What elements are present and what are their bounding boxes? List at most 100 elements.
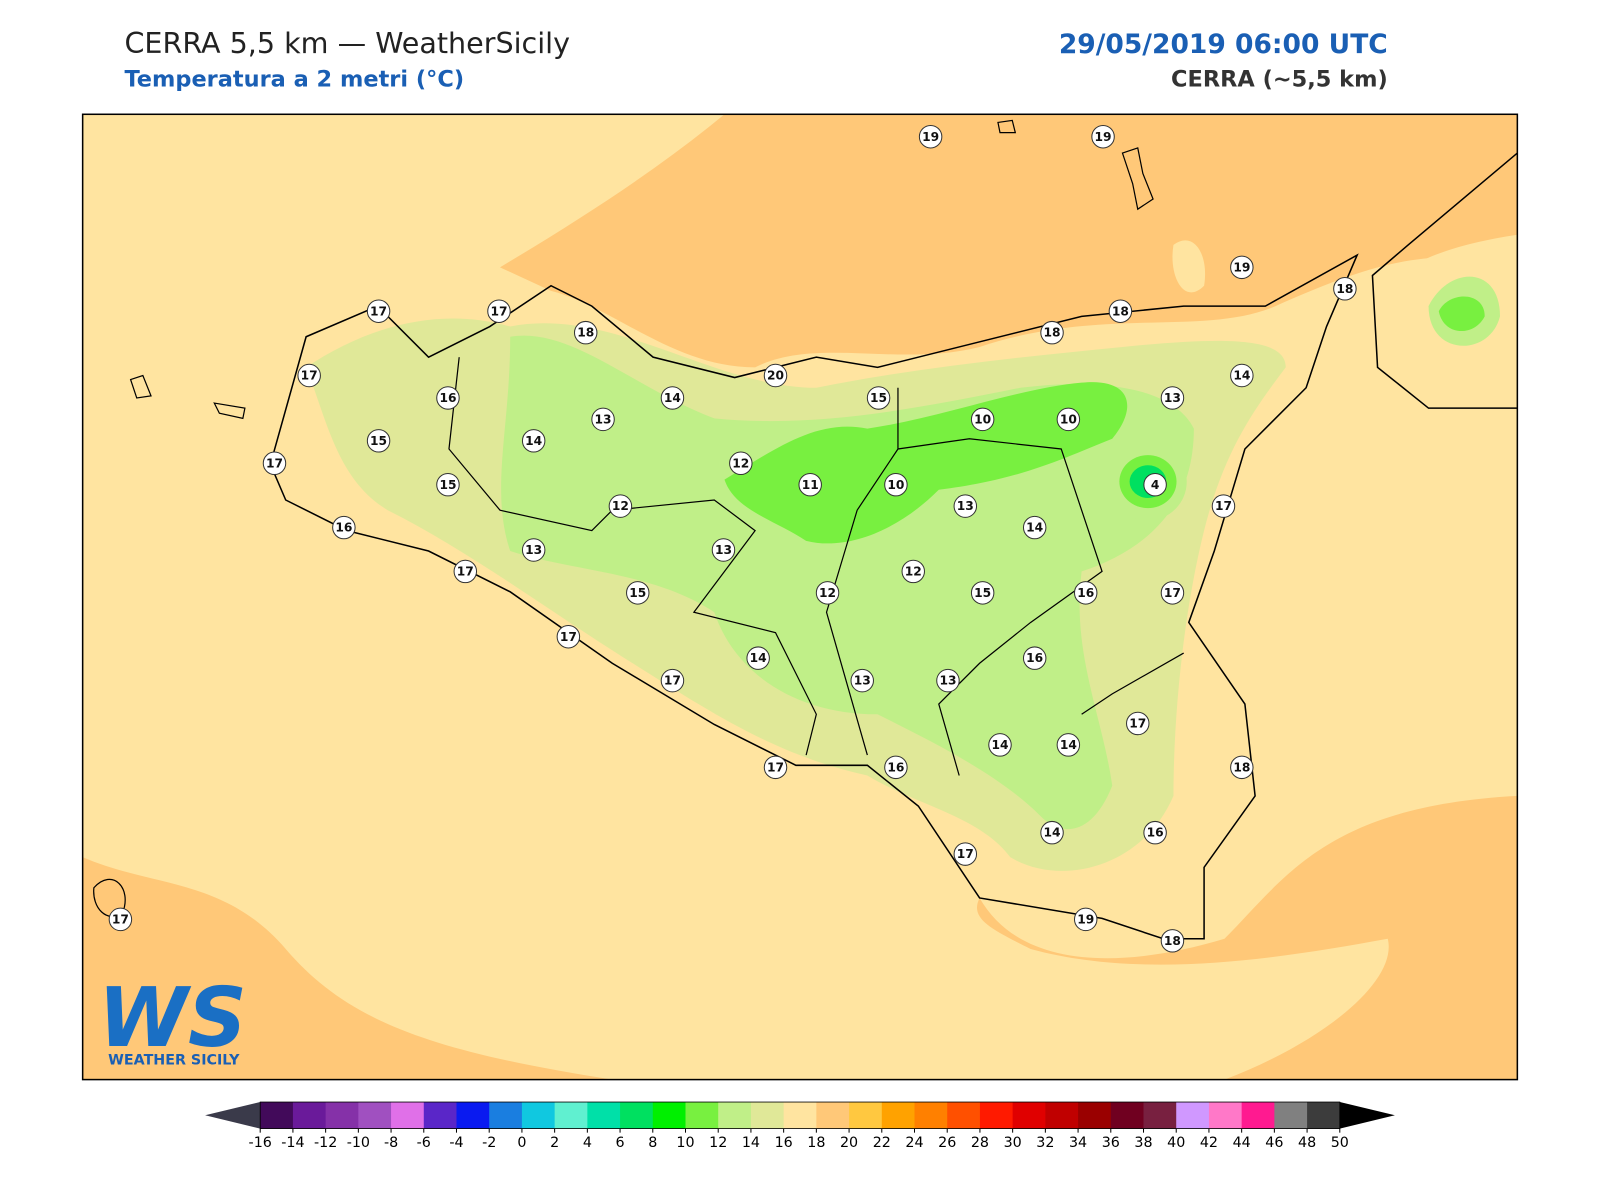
station-value: 17: [370, 304, 387, 318]
station-value: 16: [335, 521, 352, 535]
colorbar-swatch: [1143, 1102, 1177, 1129]
map-area: 19 19 19 18 17 17 18 18 18 17 16 14 20 15 13 14 15 14 13 10…: [82, 114, 1518, 1080]
colorbar-swatch: [1307, 1102, 1341, 1129]
station-marker: [1040, 820, 1064, 845]
station-value: 15: [974, 586, 991, 600]
station-value: 19: [922, 130, 939, 144]
station-value: 10: [1060, 412, 1077, 426]
station-marker: [866, 386, 891, 410]
colorbar-swatch: [783, 1102, 817, 1129]
station-value: 17: [560, 630, 577, 644]
colorbar-swatch: [358, 1102, 392, 1129]
colorbar-tick-label: 6: [616, 1135, 625, 1151]
station-value: 16: [1077, 586, 1094, 600]
station-marker: [521, 429, 546, 453]
station-marker: [1160, 581, 1185, 605]
station-value: 17: [1164, 586, 1181, 600]
warm-zone: [500, 114, 1518, 368]
model: CERRA (~5,5 km): [1171, 67, 1388, 93]
warm-zone: [976, 795, 1518, 1080]
colorbar-tick-label: 22: [873, 1135, 891, 1151]
station-value: 17: [664, 674, 681, 688]
station-value: 18: [1112, 304, 1129, 318]
station-value: 11: [802, 478, 819, 492]
colorbar-tick-label: -2: [482, 1135, 496, 1151]
cool-zone: [1438, 296, 1485, 332]
station-value: 14: [750, 651, 767, 665]
station-marker: [1230, 255, 1254, 280]
station-value: 17: [1129, 717, 1146, 731]
station-value: 12: [905, 565, 922, 579]
station-marker: [1160, 929, 1185, 953]
colorbar-swatch: [521, 1102, 556, 1129]
station-marker: [763, 755, 788, 780]
station-value: 14: [1026, 521, 1043, 535]
station-marker: [1143, 472, 1167, 497]
station-marker: [1073, 907, 1098, 932]
colorbar-tick-label: 34: [1069, 1135, 1087, 1151]
colorbar-tick-label: 28: [971, 1135, 989, 1151]
colorbar-tick-label: 40: [1167, 1135, 1185, 1151]
station-value: 14: [525, 434, 542, 448]
station-value: 13: [715, 543, 732, 557]
station-marker: [436, 386, 460, 410]
colorbar-swatch: [914, 1102, 948, 1129]
colorbar-tick-label: 18: [807, 1135, 825, 1151]
station-marker: [521, 538, 546, 562]
colorbar-tick-label: 16: [775, 1135, 793, 1151]
colorbar: -16 -14 -12 -10 -8 -6 -4 -2 0 2 4 6 8 10 12 14 16 18 20 22 2…: [205, 1101, 1395, 1151]
station-marker: [1022, 646, 1047, 670]
colorbar-tick-label: -6: [417, 1135, 431, 1151]
station-value: 16: [1026, 651, 1043, 665]
station-marker: [1056, 407, 1081, 432]
colorbar-swatch: [489, 1102, 523, 1129]
station-value: 12: [819, 586, 836, 600]
station-marker: [573, 320, 598, 345]
station-value: 17: [1215, 499, 1232, 513]
colorbar-tick-label: 36: [1102, 1135, 1120, 1151]
colorbar-tick-label: 8: [648, 1135, 657, 1151]
colorbar-tick-label: -8: [384, 1135, 398, 1151]
station-marker: [453, 559, 478, 584]
station-value: 17: [112, 912, 129, 926]
station-marker: [1230, 755, 1254, 780]
station-value: 18: [1164, 934, 1181, 948]
station-value: 13: [1164, 391, 1181, 405]
station-marker: [608, 494, 633, 518]
station-value: 13: [854, 674, 871, 688]
station-marker: [332, 515, 356, 540]
station-marker: [746, 646, 770, 670]
station-marker: [884, 755, 908, 780]
colorbar-tick-label: 4: [583, 1135, 592, 1151]
station-value: 12: [732, 456, 749, 470]
station-marker: [918, 125, 943, 149]
station-value: 14: [664, 391, 681, 405]
station-value: 13: [939, 674, 956, 688]
station-marker: [1073, 581, 1098, 605]
colorbar-tick-label: 48: [1298, 1135, 1316, 1151]
station-marker: [1091, 125, 1115, 149]
station-marker: [1211, 494, 1236, 518]
station-marker: [487, 299, 511, 323]
station-value: 19: [1233, 260, 1250, 274]
colorbar-swatch: [1274, 1102, 1308, 1129]
station-marker: [626, 581, 650, 605]
station-marker: [901, 559, 925, 584]
station-marker: [1160, 386, 1185, 410]
subtitle: Temperatura a 2 metri (°C): [124, 67, 464, 93]
colorbar-tick-label: -12: [314, 1135, 337, 1151]
colorbar-swatch: [554, 1102, 588, 1129]
warm-zone: [1172, 240, 1206, 293]
colorbar-swatch: [1241, 1102, 1275, 1129]
station-value: 17: [266, 456, 283, 470]
station-value: 14: [1044, 826, 1061, 840]
station-value: 14: [991, 738, 1008, 752]
colorbar-tick-label: 12: [709, 1135, 727, 1151]
station-marker: [1108, 299, 1133, 323]
colorbar-tick-label: -14: [281, 1135, 304, 1151]
station-marker: [970, 407, 995, 432]
colorbar-swatch: [391, 1102, 425, 1129]
colorbar-swatch: [325, 1102, 359, 1129]
station-marker: [1333, 277, 1357, 301]
colorbar-tick-label: 14: [742, 1135, 760, 1151]
